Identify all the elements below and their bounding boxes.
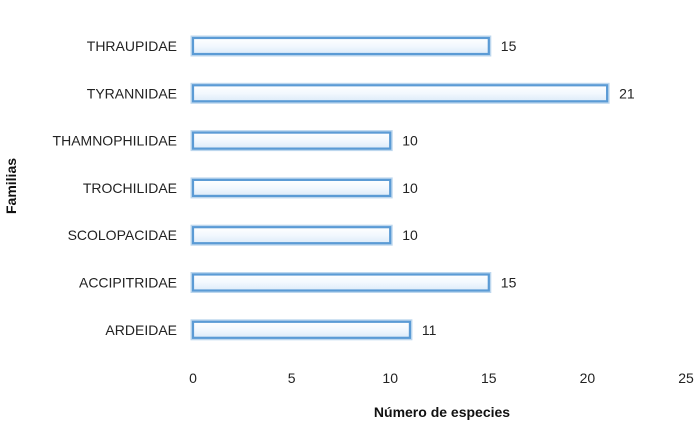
x-tick-label-15: 15 bbox=[481, 370, 497, 386]
category-label-scolopacidae: SCOLOPACIDAE bbox=[68, 227, 177, 243]
bar-glow-tyrannidae bbox=[190, 82, 610, 104]
value-label-thamnophilidae: 10 bbox=[402, 133, 418, 149]
bar-glow-accipitridae bbox=[190, 272, 492, 293]
bar-glow-ardeidae bbox=[190, 319, 413, 341]
x-tick-label-20: 20 bbox=[580, 370, 596, 386]
bar-glow-trochilidae bbox=[190, 177, 393, 199]
y-axis-title: Familias bbox=[3, 158, 19, 214]
x-tick-label-0: 0 bbox=[189, 370, 197, 386]
x-tick-label-25: 25 bbox=[678, 370, 694, 386]
bars-layer bbox=[190, 35, 610, 341]
x-axis-title: Número de especies bbox=[374, 404, 510, 420]
category-label-thamnophilidae: THAMNOPHILIDAE bbox=[53, 133, 177, 149]
value-label-trochilidae: 10 bbox=[402, 180, 418, 196]
bar-trochilidae bbox=[191, 178, 392, 197]
value-label-ardeidae: 11 bbox=[422, 322, 437, 338]
bar-glow-thamnophilidae bbox=[190, 130, 393, 152]
value-label-tyrannidae: 21 bbox=[619, 85, 635, 101]
bar-tyrannidae bbox=[191, 84, 609, 103]
category-label-thraupidae: THRAUPIDAE bbox=[87, 38, 177, 54]
bar-thraupidae bbox=[191, 36, 490, 56]
category-labels: THRAUPIDAE TYRANNIDAE THAMNOPHILIDAE TROCHI… bbox=[53, 38, 177, 338]
category-label-trochilidae: TROCHILIDAE bbox=[83, 180, 177, 196]
x-tick-labels: 0 5 10 15 20 25 bbox=[189, 370, 694, 386]
value-label-scolopacidae: 10 bbox=[402, 227, 418, 243]
bar-thamnophilidae bbox=[191, 131, 392, 150]
x-tick-label-10: 10 bbox=[382, 370, 398, 386]
value-labels: 15 21 10 10 10 15 11 bbox=[402, 38, 635, 338]
bar-ardeidae bbox=[191, 320, 412, 339]
value-label-thraupidae: 15 bbox=[501, 38, 517, 54]
bar-accipitridae bbox=[191, 273, 490, 292]
value-label-accipitridae: 15 bbox=[501, 275, 517, 291]
category-label-tyrannidae: TYRANNIDAE bbox=[87, 85, 177, 101]
bar-scolopacidae bbox=[191, 226, 392, 245]
category-label-accipitridae: ACCIPITRIDAE bbox=[79, 275, 177, 291]
category-label-ardeidae: ARDEIDAE bbox=[105, 322, 177, 338]
x-tick-label-5: 5 bbox=[288, 370, 296, 386]
bar-glow-thraupidae bbox=[190, 35, 492, 57]
bar-glow-scolopacidae bbox=[190, 224, 393, 246]
